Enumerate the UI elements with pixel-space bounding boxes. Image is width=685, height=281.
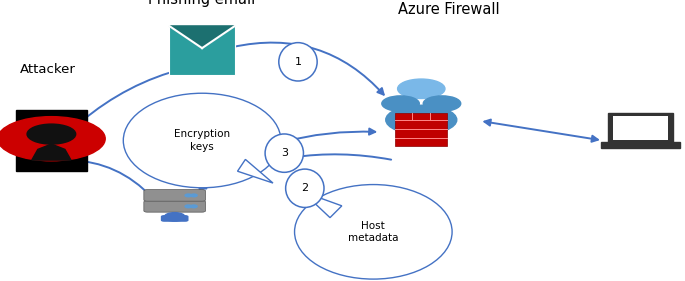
FancyBboxPatch shape — [608, 113, 673, 142]
Circle shape — [185, 205, 192, 208]
Text: 2: 2 — [301, 183, 308, 193]
Text: Phishing email: Phishing email — [149, 0, 256, 7]
Circle shape — [164, 213, 185, 221]
Polygon shape — [303, 192, 342, 218]
FancyBboxPatch shape — [601, 142, 680, 148]
Text: 1: 1 — [295, 57, 301, 67]
Circle shape — [382, 96, 419, 111]
Ellipse shape — [279, 43, 317, 81]
Text: Attacker: Attacker — [20, 63, 76, 76]
Circle shape — [27, 124, 75, 144]
Polygon shape — [169, 26, 235, 48]
Ellipse shape — [286, 169, 324, 207]
FancyBboxPatch shape — [612, 116, 669, 140]
Circle shape — [190, 205, 197, 208]
Ellipse shape — [265, 134, 303, 172]
Text: Encryption
keys: Encryption keys — [174, 129, 230, 152]
FancyBboxPatch shape — [144, 190, 206, 201]
Ellipse shape — [295, 185, 452, 279]
Circle shape — [0, 117, 105, 161]
Circle shape — [190, 194, 197, 197]
Text: Host
metadata: Host metadata — [348, 221, 399, 243]
Text: 3: 3 — [281, 148, 288, 158]
Circle shape — [185, 194, 192, 197]
Circle shape — [397, 79, 445, 98]
Polygon shape — [238, 159, 273, 183]
FancyBboxPatch shape — [395, 113, 447, 146]
Circle shape — [397, 107, 445, 127]
FancyBboxPatch shape — [144, 201, 206, 212]
Circle shape — [423, 96, 461, 111]
FancyBboxPatch shape — [169, 26, 235, 75]
Ellipse shape — [123, 93, 281, 188]
Text: Azure Firewall: Azure Firewall — [398, 2, 499, 17]
Polygon shape — [32, 144, 71, 160]
FancyBboxPatch shape — [16, 110, 87, 171]
FancyBboxPatch shape — [161, 215, 188, 222]
Circle shape — [386, 105, 457, 134]
